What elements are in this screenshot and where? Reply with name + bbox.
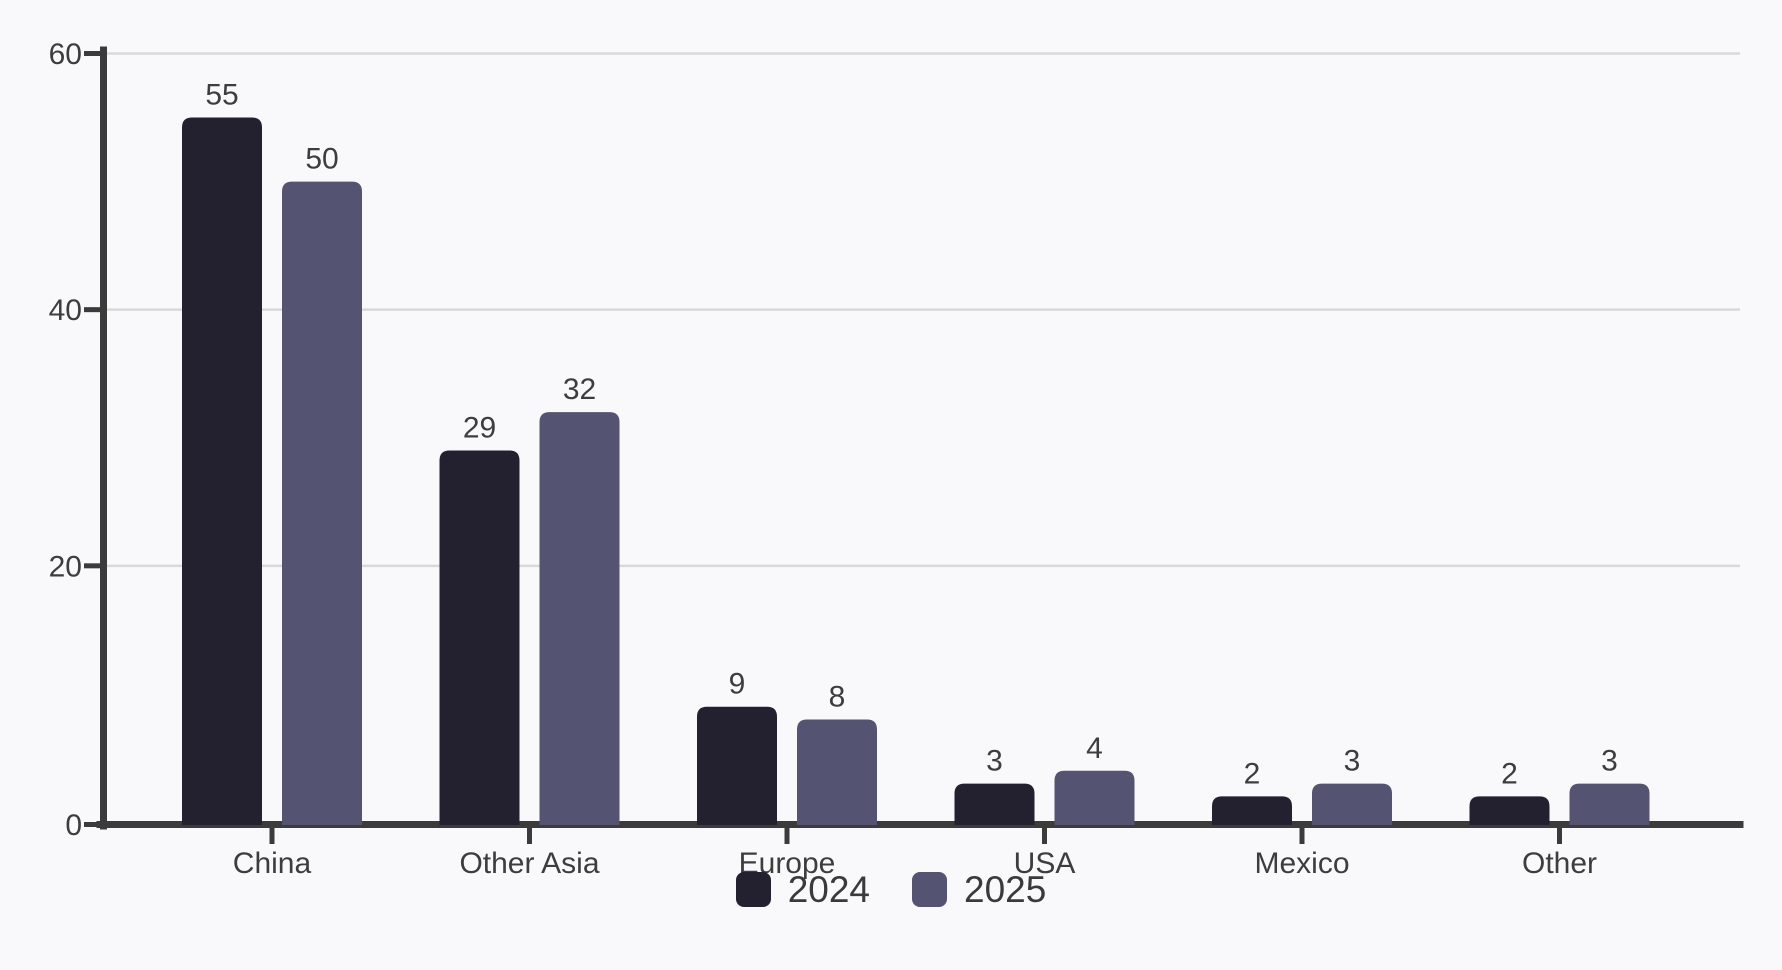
- x-label-mexico: Mexico: [1254, 847, 1349, 880]
- legend-item-2024[interactable]: 2024: [735, 869, 870, 910]
- chart-legend: 2024 2025: [0, 869, 1782, 910]
- value-label-2024-usa: 3: [986, 745, 1003, 778]
- y-tick-label-0: 0: [65, 809, 82, 842]
- x-label-usa: USA: [1014, 847, 1076, 880]
- x-label-other: Other: [1522, 847, 1597, 880]
- x-label-china: China: [233, 847, 312, 880]
- bar-2025-mexico[interactable]: [1312, 783, 1392, 825]
- bar-2024-other[interactable]: [1469, 796, 1550, 825]
- y-tick-label-40: 40: [49, 294, 82, 327]
- legend-label-2024: 2024: [787, 869, 870, 910]
- legend-swatch-2024: [735, 872, 771, 907]
- legend-item-2025[interactable]: 2025: [912, 869, 1047, 910]
- bar-2025-china[interactable]: [282, 181, 362, 826]
- value-label-2024-china: 55: [205, 79, 238, 112]
- bar-2024-usa[interactable]: [954, 783, 1035, 825]
- value-label-2024-other-asia: 29: [463, 412, 496, 445]
- value-label-2025-other-asia: 32: [563, 373, 596, 406]
- bar-2024-europe[interactable]: [697, 706, 777, 825]
- bar-2024-mexico[interactable]: [1212, 796, 1292, 825]
- y-tick-label-60: 60: [49, 38, 82, 71]
- value-label-2024-other: 2: [1501, 757, 1518, 790]
- bar-2025-other[interactable]: [1569, 783, 1650, 825]
- bar-2025-europe[interactable]: [797, 719, 877, 825]
- value-label-2025-china: 50: [305, 143, 338, 176]
- bar-2025-other-asia[interactable]: [539, 412, 620, 825]
- value-label-2024-mexico: 2: [1244, 757, 1261, 790]
- x-label-other-asia: Other Asia: [459, 847, 599, 880]
- bar-2024-china[interactable]: [182, 117, 262, 825]
- value-label-2025-usa: 4: [1086, 732, 1103, 765]
- value-label-2024-europe: 9: [729, 668, 746, 701]
- legend-label-2025: 2025: [964, 869, 1047, 910]
- bar-2025-usa[interactable]: [1054, 770, 1135, 825]
- value-label-2025-mexico: 3: [1344, 745, 1361, 778]
- value-label-2025-other: 3: [1601, 745, 1618, 778]
- value-label-2025-europe: 8: [829, 681, 846, 714]
- legend-swatch-2025: [912, 872, 947, 907]
- bar-2024-other-asia[interactable]: [439, 450, 520, 825]
- y-tick-label-20: 20: [49, 550, 82, 583]
